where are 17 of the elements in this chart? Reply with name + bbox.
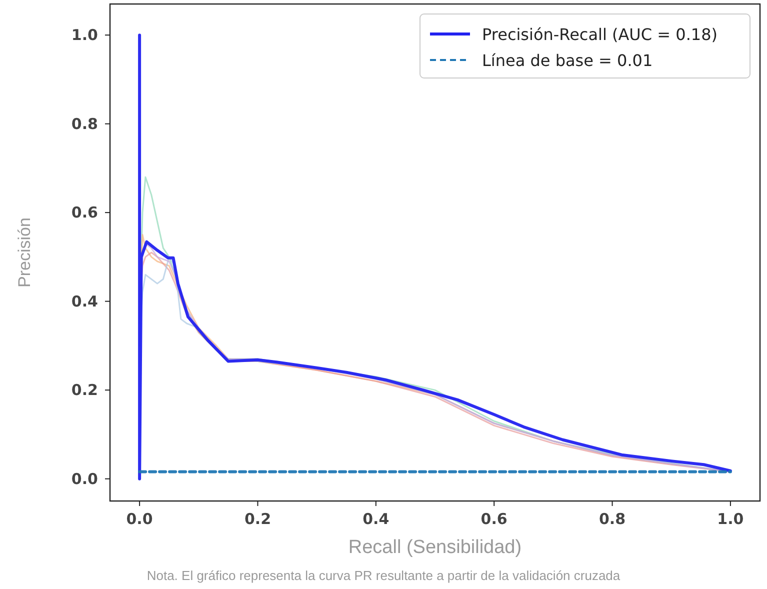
x-tick-label: 1.0: [717, 510, 744, 528]
x-tick-label: 0.8: [598, 510, 626, 528]
x-tick-label: 0.4: [362, 510, 390, 528]
legend-label: Precisión-Recall (AUC = 0.18): [482, 25, 718, 44]
y-axis-title: Precisión: [15, 218, 34, 288]
x-tick-label: 0.0: [126, 510, 153, 528]
y-tick-label: 0.2: [71, 381, 98, 400]
legend-label: Línea de base = 0.01: [482, 51, 653, 70]
y-tick-label: 0.0: [71, 470, 98, 488]
y-tick-label: 0.4: [71, 292, 98, 310]
x-tick-label: 0.2: [244, 510, 272, 528]
x-tick-label: 0.6: [480, 510, 508, 528]
x-axis-title: Recall (Sensibilidad): [348, 537, 522, 558]
y-tick-label: 0.8: [71, 114, 98, 133]
text: Nota. El gráfico representa la curva PR resultante a partir de la validación cruzada: [146, 568, 621, 583]
y-tick-label: 0.6: [71, 204, 98, 222]
y-tick-label: 1.0: [71, 26, 98, 44]
